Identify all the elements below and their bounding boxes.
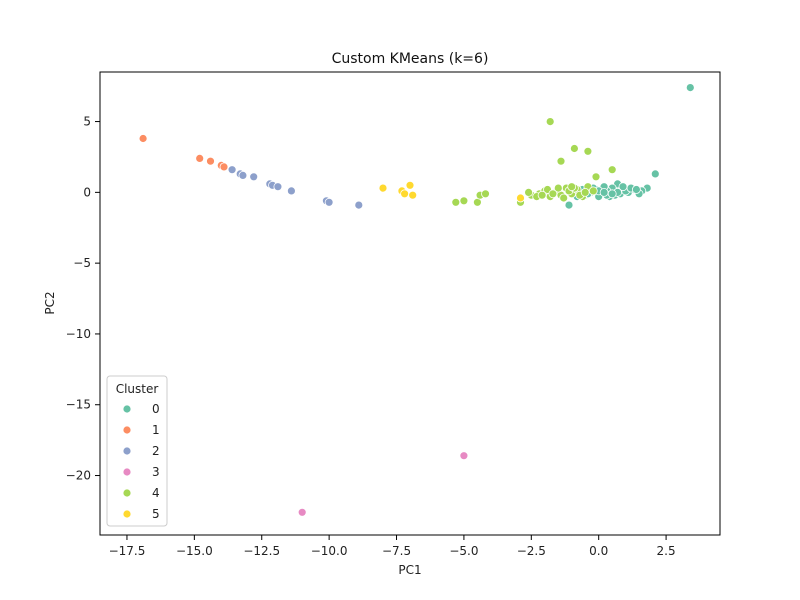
points-layer bbox=[138, 83, 695, 517]
point-cluster-0 bbox=[599, 187, 609, 197]
y-tick-label: −10 bbox=[66, 327, 91, 341]
point-cluster-4 bbox=[556, 156, 566, 166]
point-cluster-5 bbox=[516, 193, 525, 203]
legend-marker bbox=[122, 404, 132, 414]
legend-label: 5 bbox=[152, 507, 160, 521]
point-cluster-4 bbox=[607, 165, 617, 175]
x-tick-label: −17.5 bbox=[109, 544, 146, 558]
point-cluster-1 bbox=[219, 162, 229, 172]
y-tick-label: −20 bbox=[66, 469, 91, 483]
point-cluster-4 bbox=[583, 146, 593, 156]
y-tick-label: 5 bbox=[83, 115, 91, 129]
point-cluster-5 bbox=[378, 183, 388, 193]
point-cluster-1 bbox=[138, 134, 148, 143]
x-tick-label: −5.0 bbox=[449, 544, 478, 558]
x-tick-label: 2.5 bbox=[657, 544, 676, 558]
legend-title: Cluster bbox=[116, 382, 159, 396]
y-axis-label: PC2 bbox=[43, 291, 57, 314]
point-cluster-0 bbox=[607, 189, 617, 199]
legend-label: 4 bbox=[152, 486, 160, 500]
legend-marker bbox=[122, 467, 132, 477]
point-cluster-5 bbox=[400, 189, 410, 199]
legend: Cluster 0 1 2 3 4 5 bbox=[106, 375, 168, 527]
y-tick-label: −5 bbox=[73, 256, 91, 270]
plot-frame bbox=[99, 71, 721, 536]
x-tick-label: −2.5 bbox=[517, 544, 546, 558]
point-cluster-5 bbox=[408, 190, 418, 200]
y-tick-label: −15 bbox=[66, 398, 91, 412]
point-cluster-4 bbox=[545, 117, 555, 126]
point-cluster-1 bbox=[206, 156, 215, 166]
point-cluster-3 bbox=[459, 451, 469, 461]
point-cluster-4 bbox=[567, 182, 577, 192]
point-cluster-0 bbox=[564, 200, 574, 210]
point-cluster-1 bbox=[195, 153, 205, 163]
x-tick-label: −7.5 bbox=[382, 544, 411, 558]
legend-label: 0 bbox=[152, 402, 160, 416]
point-cluster-2 bbox=[286, 186, 296, 196]
legend-marker bbox=[122, 509, 132, 519]
point-cluster-4 bbox=[580, 187, 590, 197]
x-tick-label: −15.0 bbox=[176, 544, 213, 558]
legend-label: 3 bbox=[152, 465, 160, 479]
point-cluster-0 bbox=[650, 169, 660, 179]
point-cluster-0 bbox=[632, 185, 641, 194]
legend-marker bbox=[122, 488, 132, 498]
point-cluster-4 bbox=[570, 144, 579, 153]
point-cluster-2 bbox=[324, 197, 334, 207]
legend-label: 2 bbox=[152, 444, 160, 458]
point-cluster-4 bbox=[459, 196, 469, 206]
point-cluster-4 bbox=[591, 172, 601, 182]
point-cluster-4 bbox=[588, 186, 598, 196]
point-cluster-3 bbox=[297, 507, 307, 517]
y-axis: 5 0 −5 −10 −15 −20 bbox=[66, 115, 100, 483]
chart-title: Custom KMeans (k=6) bbox=[332, 51, 489, 67]
point-cluster-2 bbox=[227, 165, 237, 175]
legend-box bbox=[106, 375, 168, 527]
point-cluster-5 bbox=[405, 180, 415, 190]
x-axis: −17.5 −15.0 −12.5 −10.0 −7.5 −5.0 −2.5 0.0 2.5 bbox=[109, 535, 676, 558]
x-axis-label: PC1 bbox=[398, 563, 421, 577]
legend-marker bbox=[122, 425, 132, 435]
point-cluster-4 bbox=[537, 190, 547, 200]
point-cluster-4 bbox=[559, 193, 569, 203]
legend-label: 1 bbox=[152, 423, 160, 437]
point-cluster-2 bbox=[238, 170, 248, 180]
point-cluster-4 bbox=[553, 183, 563, 193]
legend-marker bbox=[122, 446, 132, 456]
y-tick-label: 0 bbox=[83, 185, 91, 199]
point-cluster-2 bbox=[354, 200, 364, 210]
point-cluster-4 bbox=[481, 189, 490, 199]
x-tick-label: −10.0 bbox=[311, 544, 348, 558]
point-cluster-0 bbox=[685, 83, 695, 92]
x-tick-label: −12.5 bbox=[243, 544, 280, 558]
point-cluster-4 bbox=[548, 189, 558, 199]
point-cluster-2 bbox=[273, 182, 283, 192]
point-cluster-2 bbox=[249, 172, 259, 182]
point-cluster-4 bbox=[524, 187, 533, 197]
point-cluster-4 bbox=[451, 197, 461, 207]
x-tick-label: 0.0 bbox=[589, 544, 608, 558]
